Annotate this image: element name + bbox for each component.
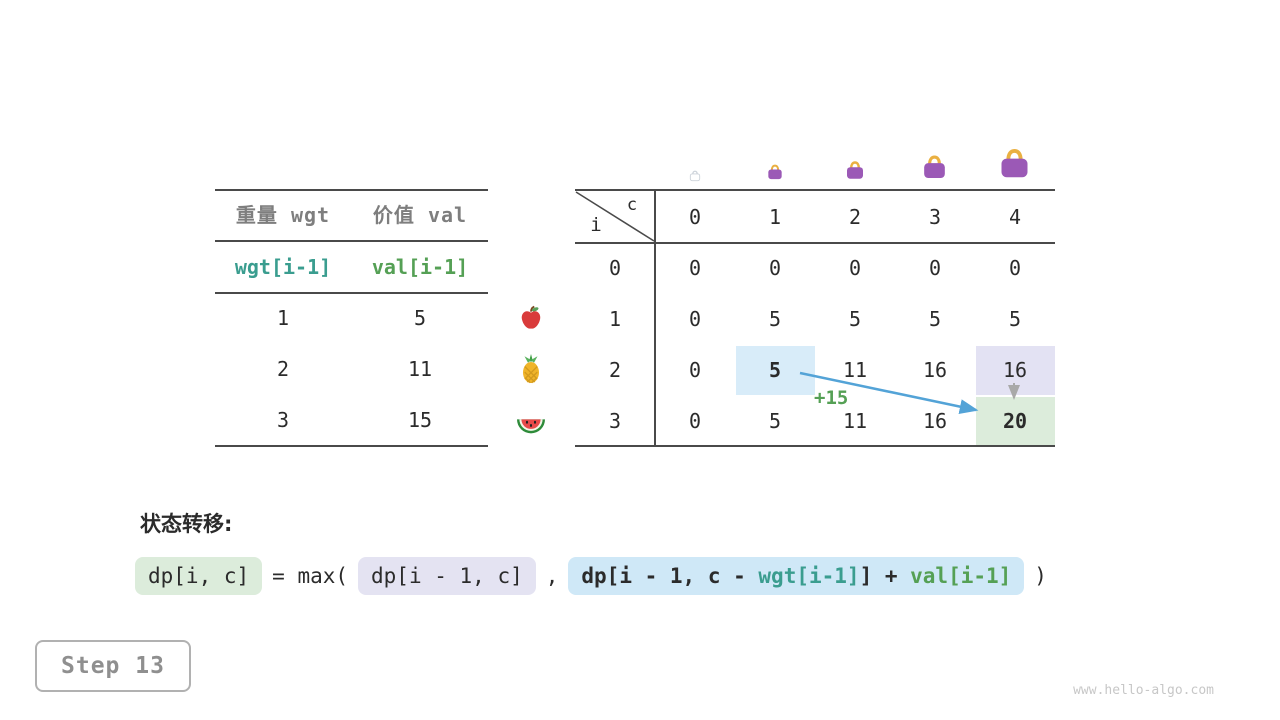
value-column-header: 价值 val: [372, 203, 468, 227]
dp-cell-1-0: 0: [688, 307, 702, 331]
formula-take-prefix: dp[i - 1, c -: [581, 564, 759, 588]
dp-cell-0-3: 0: [928, 256, 942, 280]
dp-corner-col-label: c: [626, 195, 638, 215]
step-badge: Step 13: [35, 640, 191, 692]
formula-take-val: val[i-1]: [910, 564, 1012, 588]
item1-value: 5: [413, 306, 427, 330]
dp-cell-3-2: 11: [842, 409, 868, 433]
val-formula-label: val[i-1]: [371, 255, 469, 279]
dp-col-header-4: 4: [1008, 205, 1022, 229]
weight-column-header: 重量 wgt: [235, 203, 331, 227]
dp-cell-3-1: 5: [768, 409, 782, 433]
formula-option-keep: dp[i - 1, c]: [358, 557, 536, 595]
formula-take-wgt: wgt[i-1]: [758, 564, 860, 588]
dp-table-top-rule: [575, 189, 1055, 191]
item1-weight: 1: [276, 306, 290, 330]
dp-cell-0-1: 0: [768, 256, 782, 280]
dp-cell-0-0: 0: [688, 256, 702, 280]
transfer-value-label: +15: [814, 387, 849, 409]
dp-cell-2-0: 0: [688, 358, 702, 382]
formula-take-mid: ] +: [859, 564, 911, 588]
dp-cell-2-4: 16: [1002, 358, 1028, 382]
formula-dp-current: dp[i, c]: [135, 557, 263, 595]
formula-comma: ,: [545, 564, 559, 588]
bag-capacity-0-icon: [688, 167, 702, 186]
item2-weight: 2: [276, 357, 290, 381]
bag-capacity-1-icon: [765, 161, 785, 185]
formula-closing-paren: ): [1034, 564, 1047, 588]
dp-table-bottom-rule: [575, 445, 1055, 447]
bag-capacity-4-icon: [995, 142, 1034, 185]
dp-row-header-0: 0: [608, 256, 622, 280]
dp-row-header-2: 2: [608, 358, 622, 382]
left-table-bottom-rule: [215, 445, 488, 447]
dp-table-label-divider: [654, 189, 656, 447]
dp-cell-3-3: 16: [922, 409, 948, 433]
bag-capacity-3-icon: [919, 150, 950, 185]
dp-row-header-3: 3: [608, 409, 622, 433]
dp-cell-1-4: 5: [1008, 307, 1022, 331]
dp-cell-2-3: 16: [922, 358, 948, 382]
watermark-text: www.hello-algo.com: [1073, 683, 1214, 698]
watermelon-icon: [515, 406, 547, 442]
transition-formula: dp[i, c] = max( dp[i - 1, c] , dp[i - 1,…: [135, 557, 1047, 595]
formula-max-operator: = max(: [272, 564, 349, 588]
dp-row-header-1: 1: [608, 307, 622, 331]
dp-corner-row-label: i: [590, 214, 602, 236]
wgt-formula-label: wgt[i-1]: [234, 255, 332, 279]
dp-cell-1-3: 5: [928, 307, 942, 331]
item3-value: 15: [407, 408, 433, 432]
left-table-formula-rule: [215, 292, 488, 294]
pineapple-icon: [516, 354, 546, 388]
formula-option-take: dp[i - 1, c - wgt[i-1]] + val[i-1]: [568, 557, 1025, 595]
left-table-header-rule: [215, 240, 488, 242]
apple-icon: [517, 304, 545, 336]
dp-col-header-1: 1: [768, 205, 782, 229]
dp-cell-3-0: 0: [688, 409, 702, 433]
dp-cell-0-4: 0: [1008, 256, 1022, 280]
item3-weight: 3: [276, 408, 290, 432]
dp-col-header-2: 2: [848, 205, 862, 229]
dp-cell-1-1: 5: [768, 307, 782, 331]
dp-cell-0-2: 0: [848, 256, 862, 280]
dp-cell-2-1: 5: [768, 358, 782, 382]
transition-heading: 状态转移:: [140, 512, 233, 536]
highlight-current-cell: [976, 397, 1055, 445]
bag-capacity-2-icon: [843, 157, 867, 185]
dp-cell-3-4: 20: [1002, 409, 1028, 433]
item2-value: 11: [407, 357, 433, 381]
dp-table-header-rule: [575, 242, 1055, 244]
dp-col-header-0: 0: [688, 205, 702, 229]
dp-col-header-3: 3: [928, 205, 942, 229]
left-table-top-rule: [215, 189, 488, 191]
dp-cell-1-2: 5: [848, 307, 862, 331]
